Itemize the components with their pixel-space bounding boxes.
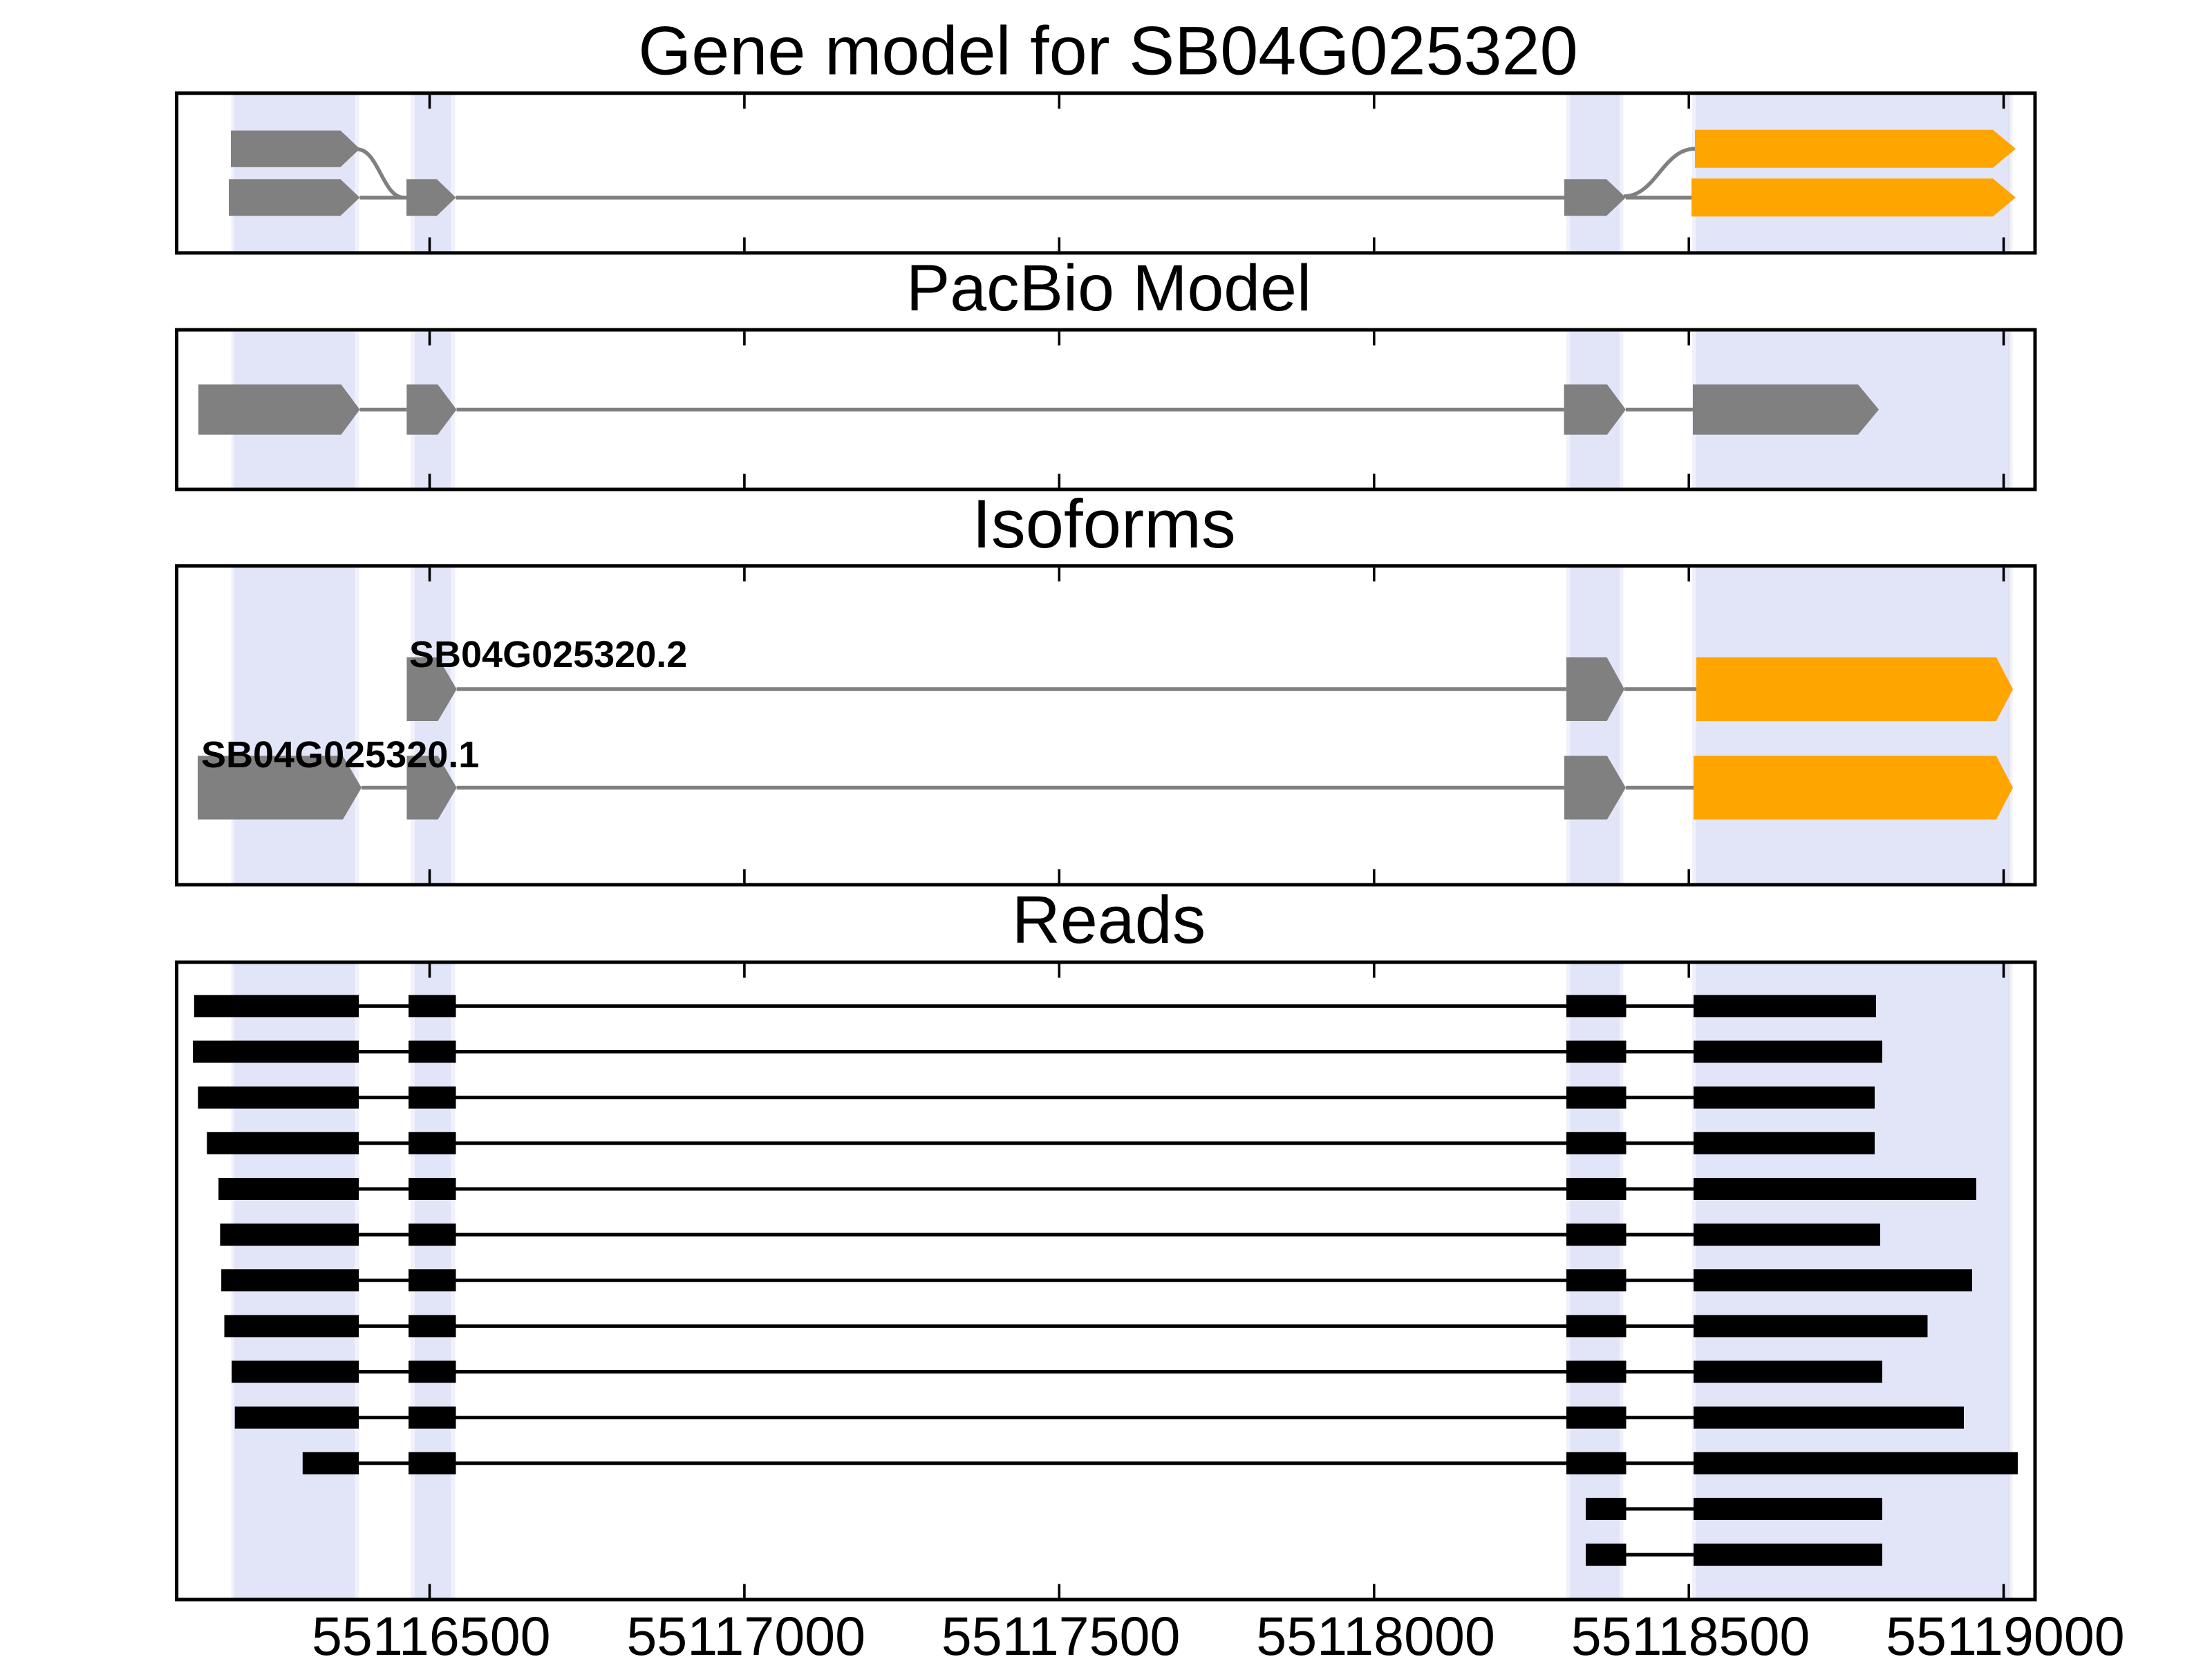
svg-text:Gene model for SB04G025320: Gene model for SB04G025320: [638, 12, 1577, 89]
svg-text:Reads: Reads: [1012, 882, 1206, 957]
svg-text:55117000: 55117000: [626, 1605, 865, 1659]
svg-text:PacBio Model: PacBio Model: [906, 252, 1311, 325]
svg-text:55119000: 55119000: [1886, 1605, 2125, 1659]
svg-text:55118500: 55118500: [1571, 1605, 1810, 1659]
svg-text:55117500: 55117500: [941, 1605, 1181, 1659]
svg-text:SB04G025320.1: SB04G025320.1: [201, 734, 479, 776]
svg-text:Isoforms: Isoforms: [972, 486, 1235, 563]
svg-text:SB04G025320.2: SB04G025320.2: [409, 634, 687, 675]
svg-text:55118000: 55118000: [1256, 1605, 1495, 1659]
svg-text:55116500: 55116500: [312, 1605, 551, 1659]
